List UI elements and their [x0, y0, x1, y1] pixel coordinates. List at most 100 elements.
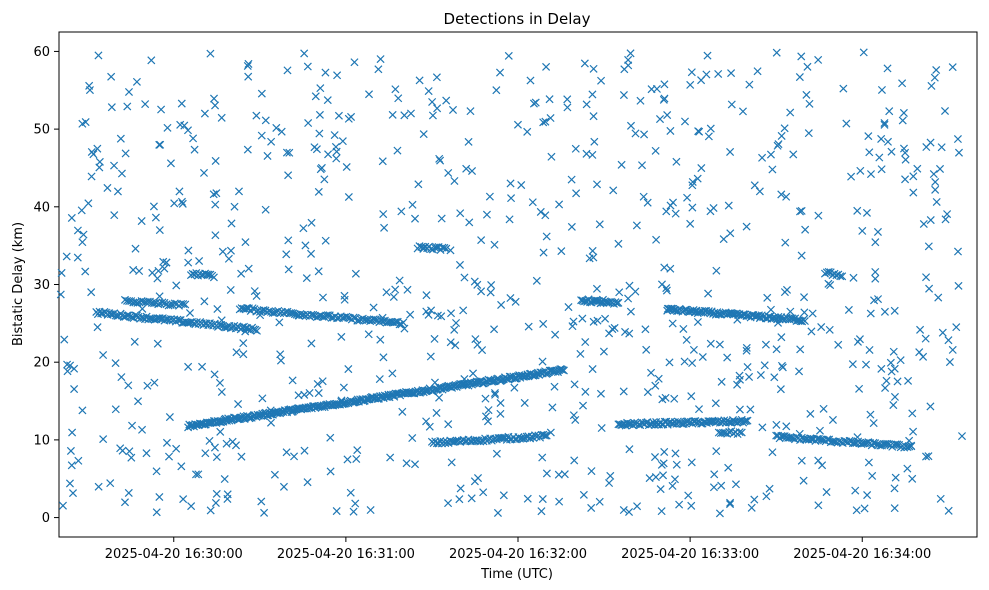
detection-marker	[727, 69, 736, 78]
detection-marker	[184, 258, 193, 267]
detection-marker	[218, 247, 227, 256]
detection-marker	[132, 77, 141, 86]
detection-marker	[633, 502, 642, 511]
detection-marker	[77, 206, 86, 215]
detection-marker	[957, 432, 967, 441]
detection-marker	[612, 299, 621, 308]
detection-marker	[581, 387, 590, 396]
detection-marker	[780, 124, 789, 133]
detection-marker	[587, 503, 596, 512]
detection-marker	[63, 360, 72, 369]
detection-marker	[448, 105, 458, 114]
detection-marker	[814, 501, 823, 510]
detection-marker	[206, 49, 215, 58]
detection-marker	[183, 126, 193, 135]
detection-marker	[733, 380, 742, 389]
detection-marker	[768, 448, 777, 457]
detection-marker	[542, 232, 551, 241]
detection-marker	[814, 55, 823, 64]
detection-marker	[352, 397, 361, 406]
detection-marker	[152, 508, 161, 517]
detection-marker	[659, 471, 668, 480]
detection-marker	[270, 470, 279, 479]
detection-marker	[592, 296, 601, 305]
detection-marker	[323, 96, 332, 105]
detection-marker	[735, 375, 745, 384]
detection-marker	[124, 488, 133, 497]
detection-marker	[877, 364, 886, 373]
detection-marker	[822, 488, 831, 497]
detection-marker	[125, 447, 134, 456]
detection-marker	[941, 215, 950, 224]
detection-marker	[952, 323, 961, 332]
detection-marker	[906, 441, 916, 450]
detection-marker	[314, 187, 323, 196]
detection-marker	[647, 368, 656, 377]
detection-marker	[877, 134, 886, 143]
detection-marker	[864, 132, 873, 141]
detection-marker	[495, 68, 505, 77]
detection-marker	[852, 506, 861, 515]
detection-marker	[670, 394, 679, 403]
detection-marker	[318, 293, 327, 302]
detection-marker	[645, 474, 654, 483]
detection-marker	[252, 326, 261, 335]
detection-marker	[929, 169, 938, 179]
detection-marker	[111, 359, 120, 368]
detection-marker	[285, 148, 294, 157]
detection-marker	[57, 268, 66, 277]
detection-marker	[154, 300, 163, 309]
detection-marker	[703, 51, 712, 60]
detection-marker	[222, 439, 231, 448]
detection-marker	[881, 439, 890, 448]
detection-marker	[639, 192, 648, 201]
detection-marker	[81, 267, 90, 276]
detection-marker	[571, 144, 580, 153]
detection-marker	[614, 239, 623, 248]
detection-marker	[814, 211, 823, 220]
detection-marker	[164, 452, 174, 461]
detection-marker	[765, 484, 774, 493]
detection-marker	[619, 91, 628, 100]
detection-marker	[343, 455, 352, 464]
detection-marker	[915, 348, 924, 357]
detection-marker	[175, 187, 184, 196]
detection-marker	[548, 403, 557, 412]
detection-marker	[601, 314, 610, 323]
detection-marker	[661, 393, 670, 402]
detection-marker	[800, 316, 809, 326]
detection-marker	[428, 97, 437, 106]
detection-marker	[137, 217, 146, 226]
detection-marker	[177, 197, 186, 206]
detection-marker	[750, 495, 759, 504]
detection-marker	[523, 494, 532, 503]
detection-marker	[123, 102, 132, 111]
detection-marker	[465, 218, 474, 227]
detection-marker	[861, 360, 871, 369]
detection-marker	[871, 274, 880, 283]
detection-marker	[215, 321, 224, 330]
detection-marker	[682, 335, 691, 344]
detection-marker	[272, 123, 281, 132]
detection-marker	[868, 471, 877, 480]
detection-marker	[953, 135, 962, 144]
detection-marker	[760, 361, 769, 370]
detection-marker	[683, 193, 692, 202]
detection-marker	[588, 90, 597, 99]
detection-marker	[735, 405, 744, 414]
detection-marker	[755, 187, 764, 196]
detection-marker	[804, 129, 813, 138]
detection-marker	[742, 343, 751, 352]
detection-marker	[496, 409, 505, 418]
detection-marker	[353, 446, 362, 455]
detection-marker	[446, 246, 455, 255]
detection-marker	[871, 238, 880, 247]
detection-marker	[735, 428, 744, 437]
detection-marker	[388, 369, 397, 378]
detection-marker	[608, 325, 617, 334]
detection-marker	[134, 397, 143, 406]
detection-marker	[687, 68, 696, 77]
detection-marker	[301, 241, 310, 250]
detection-marker	[444, 420, 453, 429]
detection-marker	[855, 384, 864, 393]
